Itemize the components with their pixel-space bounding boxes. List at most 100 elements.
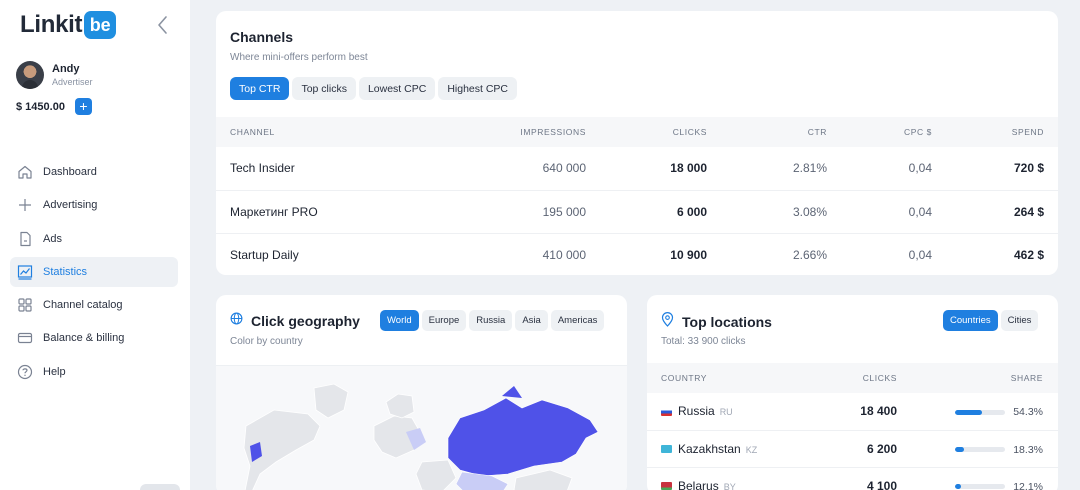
region-russia[interactable]: Russia — [469, 310, 513, 331]
cell-clicks: 6 000 — [600, 190, 721, 234]
map-region-china[interactable] — [513, 469, 573, 490]
user-role: Advertiser — [52, 77, 93, 87]
world-map[interactable] — [216, 365, 627, 490]
map-region-north-america[interactable] — [243, 409, 321, 490]
table-row[interactable]: Belarus BY 4 100 12.1% — [647, 467, 1058, 490]
channels-title: Channels — [230, 29, 294, 45]
cell-clicks: 18 400 — [797, 393, 912, 431]
filter-top-ctr[interactable]: Top CTR — [230, 77, 290, 100]
country-code: RU — [719, 407, 733, 418]
col-clicks[interactable]: CLICKS — [797, 363, 912, 393]
geo-title: Click geography — [251, 313, 360, 329]
share-percent: 18.3% — [1013, 443, 1043, 456]
user-profile[interactable]: Andy Advertiser — [16, 61, 93, 89]
table-row[interactable]: Russia RU 18 400 54.3% — [647, 393, 1058, 431]
sidebar-item-balance-billing[interactable]: Balance & billing — [10, 323, 178, 353]
card-icon — [17, 330, 33, 346]
sidebar-item-label: Balance & billing — [43, 332, 125, 345]
plus-icon — [17, 197, 33, 213]
locations-total: Total: 33 900 clicks — [661, 336, 746, 347]
region-americas[interactable]: Americas — [550, 310, 605, 331]
region-world[interactable]: World — [380, 310, 419, 331]
cell-country: Belarus BY — [647, 467, 797, 490]
balance: $ 1450.00 + — [16, 98, 92, 115]
locations-table: COUNTRY CLICKS SHARE Russia RU 18 400 54.… — [647, 363, 1058, 490]
grid-icon — [17, 297, 33, 313]
share-percent: 12.1% — [1013, 480, 1043, 490]
flag-kz-icon — [661, 445, 672, 454]
col-impressions[interactable]: IMPRESSIONS — [436, 117, 600, 147]
cell-spend: 720 $ — [946, 147, 1058, 191]
col-country[interactable]: COUNTRY — [647, 363, 797, 393]
filter-lowest-cpc[interactable]: Lowest CPC — [358, 77, 436, 100]
cell-ctr: 3.08% — [721, 190, 841, 234]
cell-clicks: 6 200 — [797, 430, 912, 468]
share-bar — [955, 409, 1006, 415]
cell-clicks: 10 900 — [670, 247, 707, 262]
logo-text: Linkit — [20, 11, 83, 38]
sidebar-item-dashboard[interactable]: Dashboard — [10, 157, 178, 187]
sidebar-item-ads[interactable]: Ads — [10, 224, 178, 254]
sidebar-nav: Dashboard Advertising Ads Statistics Cha… — [10, 157, 178, 390]
map-region-russia[interactable] — [447, 397, 599, 477]
map-region-highlight-west[interactable] — [250, 442, 262, 462]
col-channel[interactable]: CHANNEL — [216, 117, 436, 147]
share-bar-fill — [955, 483, 962, 489]
map-region-belarus[interactable] — [406, 428, 426, 450]
cell-country: Russia RU — [647, 393, 797, 431]
col-spend[interactable]: SPEND — [946, 117, 1058, 147]
filter-top-clicks[interactable]: Top clicks — [292, 77, 356, 100]
document-icon — [17, 231, 33, 247]
col-clicks[interactable]: CLICKS — [600, 117, 721, 147]
logo[interactable]: Linkit be — [20, 11, 117, 39]
col-share[interactable]: SHARE — [912, 363, 1058, 393]
sidebar-item-help[interactable]: Help — [10, 357, 178, 387]
cell-cpc: 0,04 — [841, 190, 946, 234]
country-name: Belarus — [678, 478, 719, 490]
table-row[interactable]: Tech Insider 640 000 18 000 2.81% 0,04 7… — [216, 147, 1058, 191]
cell-cpc: 0,04 — [841, 147, 946, 191]
map-region-russia-north[interactable] — [502, 386, 522, 398]
mode-cities[interactable]: Cities — [1000, 310, 1039, 331]
map-region-scandinavia[interactable] — [385, 393, 415, 419]
table-row[interactable]: Startup Daily 410 000 10 900 2.66% 0,04 … — [216, 233, 1058, 275]
theme-toggle[interactable] — [140, 484, 180, 490]
sidebar-item-label: Ads — [43, 232, 62, 245]
col-ctr[interactable]: CTR — [721, 117, 841, 147]
cell-channel: Маркетинг PRO — [216, 190, 436, 234]
sidebar-item-channel-catalog[interactable]: Channel catalog — [10, 290, 178, 320]
map-region-kazakhstan[interactable] — [455, 471, 509, 490]
flag-by-icon — [661, 482, 672, 490]
region-europe[interactable]: Europe — [421, 310, 467, 331]
cell-channel: Startup Daily — [230, 247, 299, 262]
table-row[interactable]: Маркетинг PRO 195 000 6 000 3.08% 0,04 2… — [216, 190, 1058, 234]
channels-subtitle: Where mini-offers perform best — [230, 52, 368, 63]
mode-countries[interactable]: Countries — [943, 310, 998, 331]
col-cpc[interactable]: CPC $ — [841, 117, 946, 147]
cell-spend: 264 $ — [946, 190, 1058, 234]
filter-highest-cpc[interactable]: Highest CPC — [438, 77, 518, 100]
map-region-middle-east[interactable] — [415, 459, 457, 490]
table-row[interactable]: Kazakhstan KZ 6 200 18.3% — [647, 430, 1058, 468]
sidebar-item-label: Dashboard — [43, 166, 97, 178]
channels-table: CHANNEL IMPRESSIONS CLICKS CTR CPC $ SPE… — [216, 117, 1058, 275]
collapse-sidebar-button[interactable] — [154, 14, 172, 36]
cell-channel: Tech Insider — [216, 147, 436, 191]
share-percent: 54.3% — [1013, 406, 1043, 419]
help-icon — [17, 364, 33, 380]
globe-icon — [230, 312, 243, 330]
sidebar-item-statistics[interactable]: Statistics — [10, 256, 178, 287]
sidebar-item-label: Advertising — [43, 199, 98, 212]
country-code: KZ — [745, 444, 758, 455]
add-funds-button[interactable]: + — [74, 98, 92, 115]
top-locations-card: Top locations Total: 33 900 clicks Count… — [647, 295, 1058, 490]
avatar — [16, 61, 44, 89]
region-asia[interactable]: Asia — [515, 310, 548, 331]
sidebar-item-advertising[interactable]: Advertising — [10, 190, 178, 220]
map-region-greenland[interactable] — [313, 383, 349, 419]
cell-impressions: 195 000 — [436, 190, 600, 234]
cell-share: 18.3% — [912, 430, 1058, 468]
country-name: Russia — [678, 404, 715, 419]
home-icon — [17, 164, 33, 180]
cell-clicks: 4 100 — [797, 467, 912, 490]
